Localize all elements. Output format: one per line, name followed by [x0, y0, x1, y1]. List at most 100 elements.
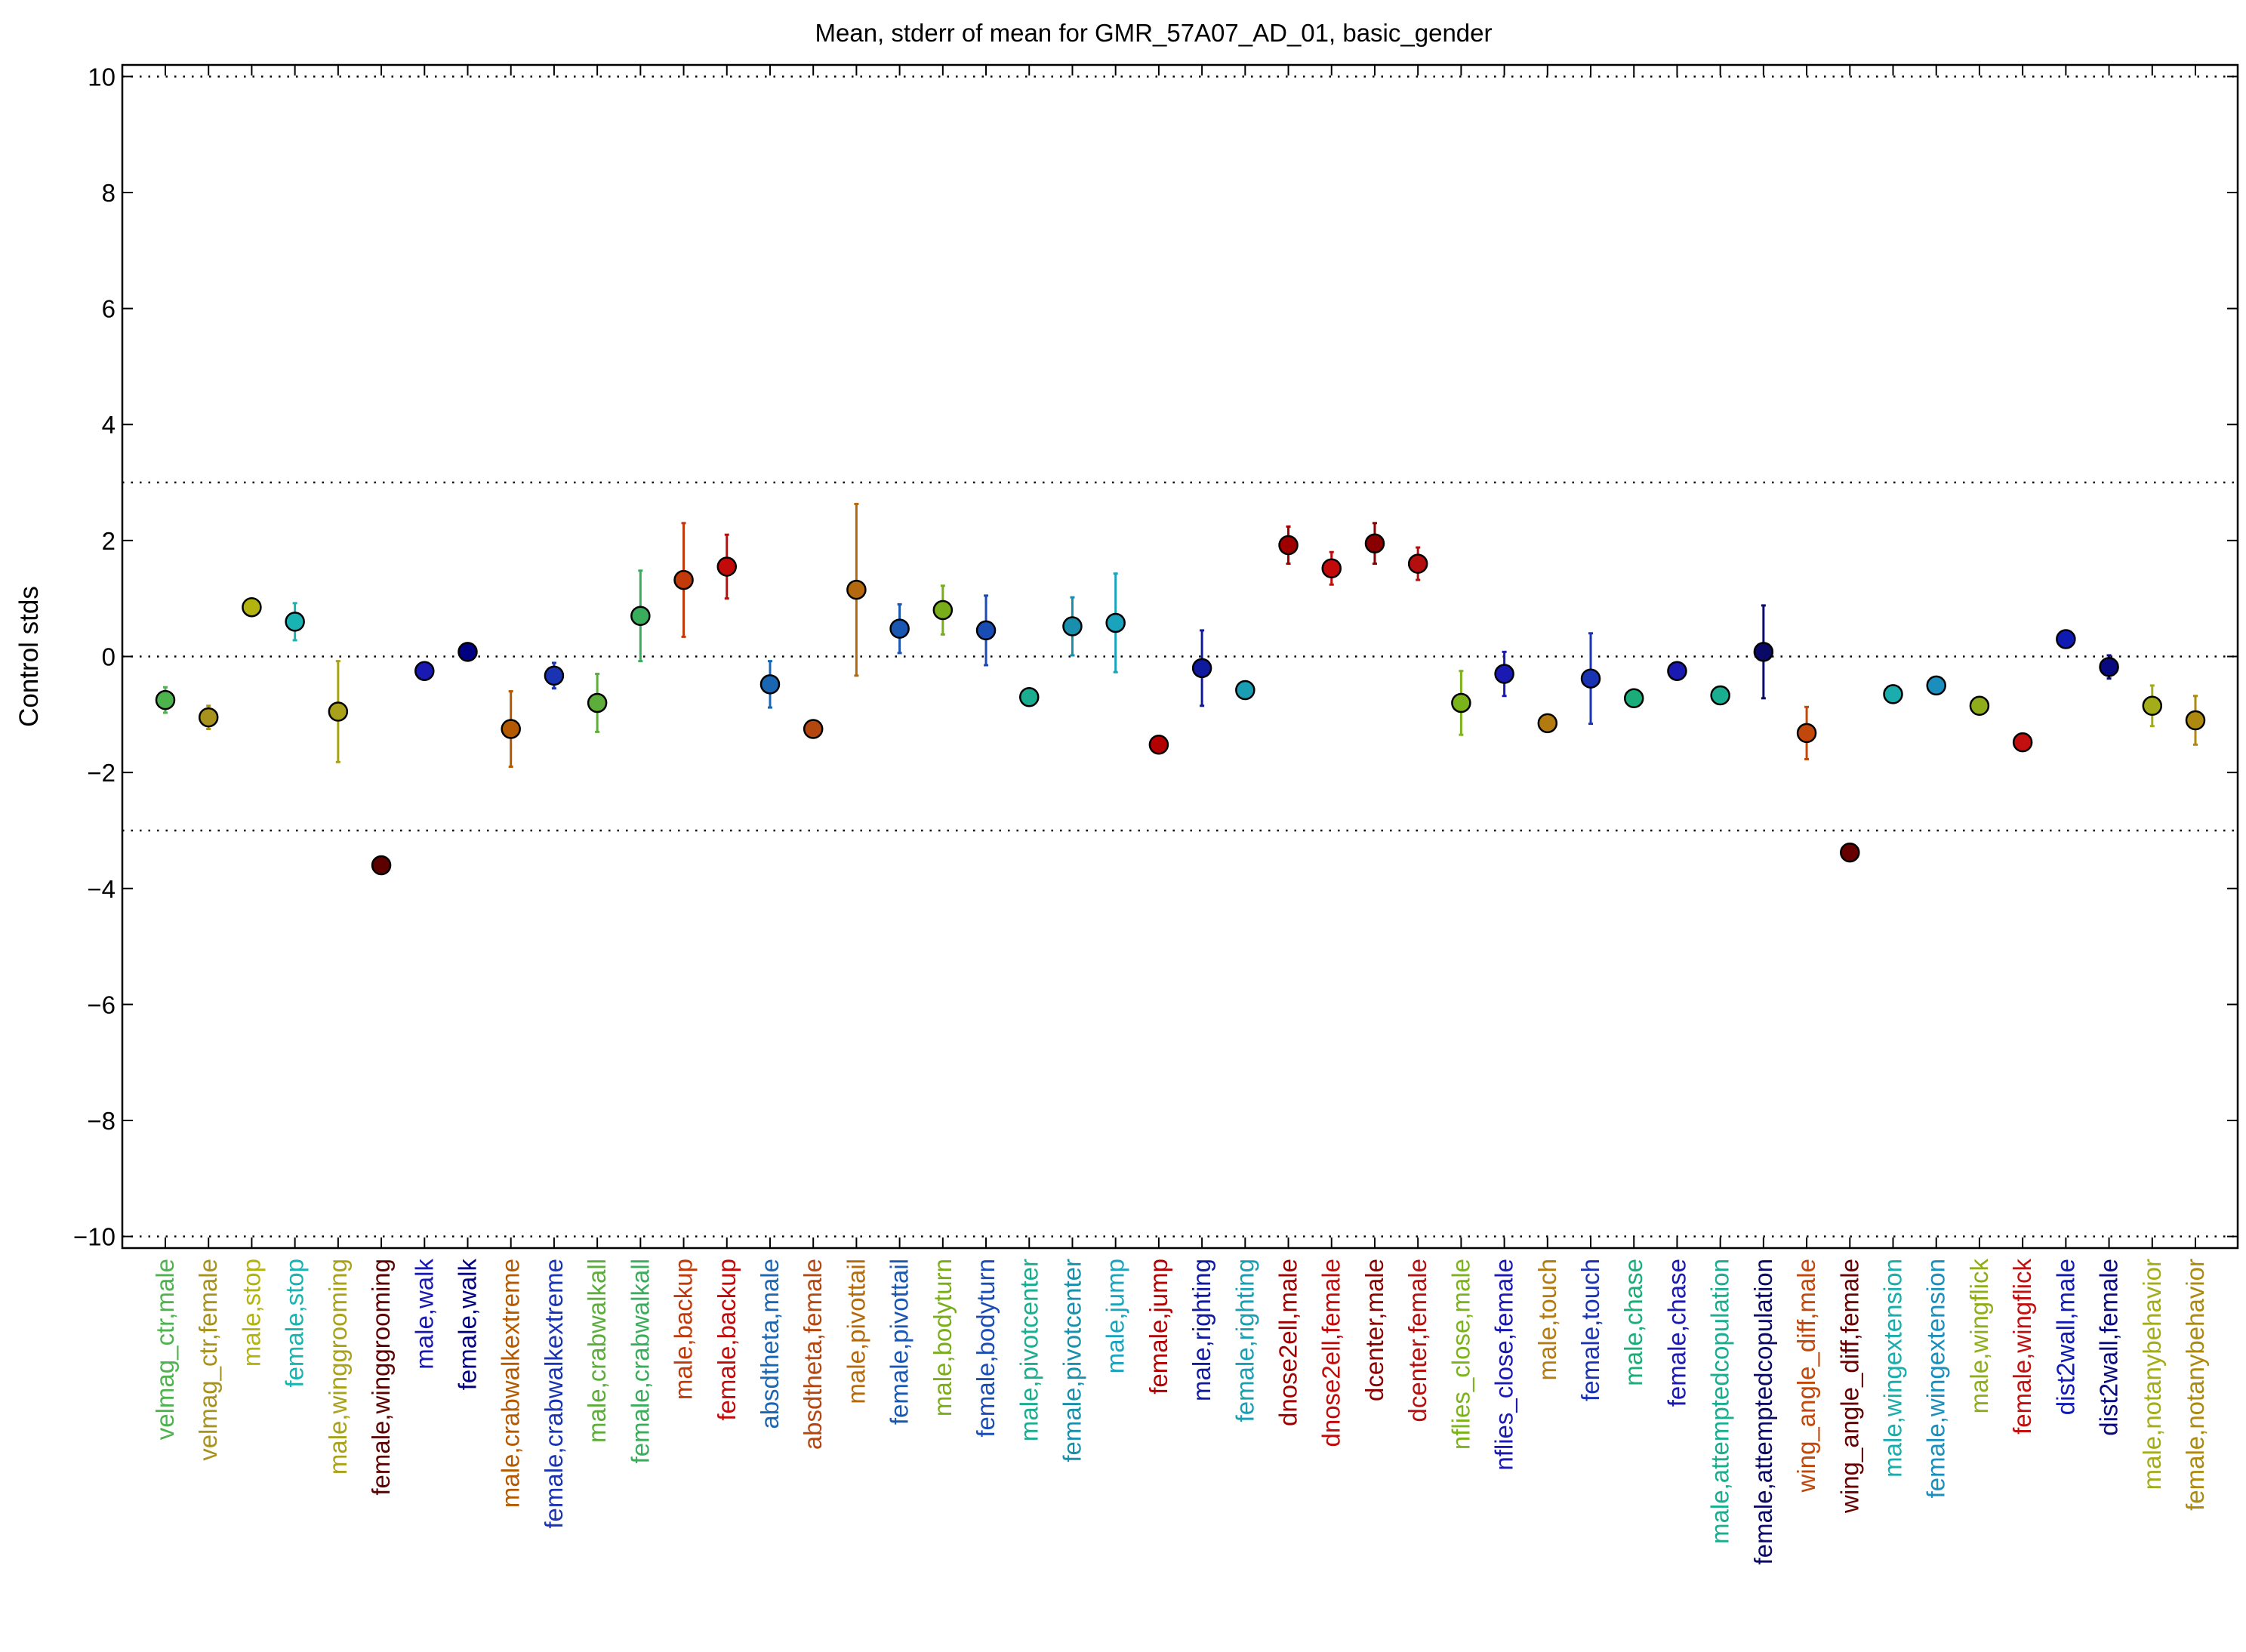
data-point — [1969, 695, 1990, 717]
x-tick-label: male,pivotcenter — [1015, 1259, 1043, 1441]
data-point — [1062, 616, 1083, 636]
x-axis-ticks — [165, 65, 2196, 1248]
x-tick-label: male,notanybehavior — [2138, 1259, 2166, 1490]
x-tick-label: male,crabwalkextreme — [497, 1259, 525, 1508]
data-point — [2142, 695, 2163, 717]
y-tick-label: −4 — [87, 875, 116, 903]
chart-title: Mean, stderr of mean for GMR_57A07_AD_01… — [815, 19, 1493, 47]
data-point — [1753, 642, 1774, 662]
x-tick-label: female,chase — [1662, 1259, 1690, 1407]
data-point — [1235, 680, 1255, 701]
x-tick-label: nflies_close,female — [1490, 1259, 1518, 1471]
x-tick-label: female,wingextension — [1922, 1259, 1950, 1498]
data-point — [1623, 688, 1644, 709]
data-point — [759, 674, 781, 695]
reference-lines — [122, 76, 2238, 1237]
x-tick-label: female,walk — [453, 1259, 481, 1391]
data-point — [1537, 713, 1558, 734]
data-point — [1148, 735, 1169, 755]
x-tick-label: male,walk — [410, 1259, 438, 1370]
data-point — [1278, 535, 1299, 556]
x-tick-label: dist2wall,female — [2095, 1259, 2123, 1436]
x-tick-label: female,notanybehavior — [2181, 1259, 2209, 1511]
x-tick-label: male,jump — [1101, 1259, 1129, 1373]
x-tick-label: female,attemptedcopulation — [1749, 1259, 1777, 1564]
data-point — [544, 665, 565, 686]
x-tick-label: female,pivottail — [886, 1259, 913, 1425]
data-point — [1407, 553, 1428, 574]
data-point — [414, 661, 435, 681]
x-tick-label: absdtheta,female — [799, 1259, 827, 1450]
data-point — [371, 855, 392, 876]
data-point — [501, 719, 521, 739]
data-point — [1710, 685, 1730, 706]
data-point — [630, 606, 651, 626]
data-point — [889, 618, 910, 639]
data-point — [1580, 668, 1601, 689]
data-points — [155, 533, 2206, 876]
y-tick-label: −2 — [87, 759, 116, 787]
data-point — [975, 620, 997, 641]
y-tick-label: 10 — [88, 63, 116, 91]
x-tick-label: male,stop — [237, 1259, 265, 1367]
data-point — [1451, 692, 1471, 714]
y-tick-label: −8 — [87, 1107, 116, 1135]
data-point — [803, 719, 824, 739]
x-tick-label: male,wingflick — [1965, 1259, 1993, 1414]
x-axis-labels: velmag_ctr,male velmag_ctr,female male,sto… — [151, 1259, 2209, 1565]
x-tick-label: female,jump — [1145, 1259, 1172, 1395]
x-tick-label: female,pivotcenter — [1058, 1259, 1086, 1462]
data-point — [1883, 684, 1903, 704]
data-point — [2099, 657, 2119, 677]
x-tick-label: nflies_close,male — [1446, 1259, 1474, 1450]
plot-frame — [121, 63, 2239, 1250]
x-tick-label: dnose2ell,male — [1274, 1259, 1302, 1426]
data-point — [587, 692, 608, 714]
x-tick-label: female,touch — [1576, 1259, 1604, 1401]
x-tick-label: dist2wall,male — [2051, 1259, 2079, 1415]
x-tick-label: dnose2ell,female — [1317, 1259, 1345, 1447]
x-tick-label: velmag_ctr,male — [151, 1259, 179, 1440]
data-point — [242, 596, 262, 618]
x-tick-label: male,crabwalkall — [583, 1259, 611, 1443]
x-tick-label: male,bodyturn — [929, 1259, 957, 1416]
data-point — [1321, 558, 1342, 578]
data-point — [1019, 687, 1040, 707]
x-tick-label: female,winggrooming — [367, 1259, 395, 1496]
x-tick-label: velmag_ctr,female — [194, 1259, 222, 1461]
x-tick-label: dcenter,male — [1360, 1259, 1388, 1401]
y-tick-label: −6 — [87, 991, 116, 1019]
data-point — [2012, 732, 2033, 753]
y-axis-ticks — [122, 76, 2238, 1237]
data-point — [1796, 723, 1817, 744]
data-point — [458, 642, 478, 662]
y-tick-label: −10 — [73, 1223, 116, 1251]
y-tick-label: 6 — [102, 295, 116, 323]
data-point — [846, 579, 867, 600]
x-tick-label: male,touch — [1533, 1259, 1561, 1380]
data-point — [1494, 664, 1514, 684]
data-point — [198, 707, 219, 728]
data-point — [1926, 675, 1946, 696]
x-tick-label: absdtheta,male — [756, 1259, 784, 1429]
y-tick-label: 0 — [102, 643, 116, 671]
x-tick-label: female,stop — [281, 1259, 309, 1388]
y-tick-label: 4 — [102, 411, 116, 439]
data-point — [1105, 612, 1126, 633]
x-tick-label: male,attemptedcopulation — [1706, 1259, 1734, 1544]
data-point — [1364, 533, 1385, 553]
data-point — [2056, 629, 2076, 649]
data-point — [932, 599, 954, 621]
x-tick-label: dcenter,female — [1403, 1259, 1431, 1422]
x-tick-label: male,backup — [670, 1259, 698, 1400]
data-point — [285, 612, 305, 632]
x-tick-label: male,chase — [1619, 1259, 1647, 1386]
x-tick-label: female,righting — [1231, 1259, 1259, 1422]
data-point — [155, 689, 176, 710]
y-axis-title: Control stds — [14, 586, 44, 727]
x-tick-label: female,wingflick — [2008, 1259, 2036, 1435]
data-point — [2185, 710, 2206, 731]
x-tick-label: male,pivottail — [842, 1259, 870, 1404]
